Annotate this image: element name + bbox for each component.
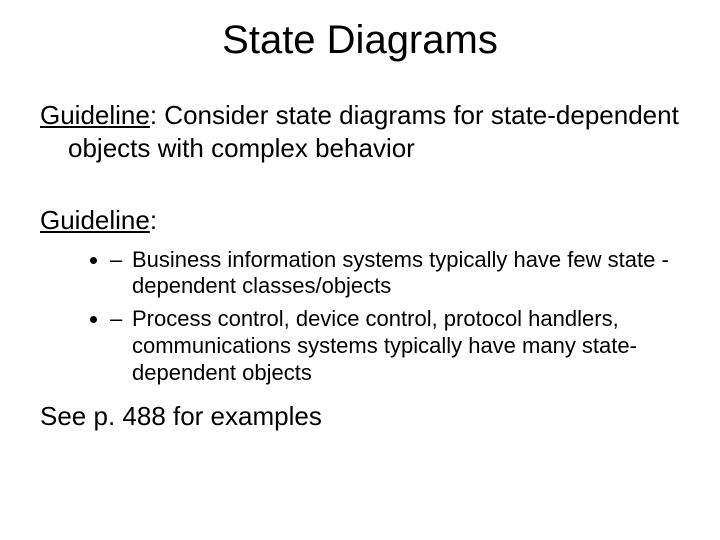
slide: State Diagrams Guideline: Consider state… xyxy=(0,0,720,540)
guideline-1-label: Guideline xyxy=(40,100,150,130)
list-item: Process control, device control, protoco… xyxy=(110,306,680,386)
footer-text: See p. 488 for examples xyxy=(40,401,680,432)
list-item: Business information systems typically h… xyxy=(110,247,680,301)
guideline-1-text: : Consider state diagrams for state-depe… xyxy=(68,100,679,163)
guideline-2-label: Guideline xyxy=(40,205,150,235)
spacer xyxy=(40,164,680,204)
bullet-list: Business information systems typically h… xyxy=(40,247,680,387)
guideline-2-text: : xyxy=(150,205,157,235)
guideline-2: Guideline: xyxy=(40,204,680,237)
guideline-1: Guideline: Consider state diagrams for s… xyxy=(40,99,680,164)
slide-title: State Diagrams xyxy=(40,18,680,63)
